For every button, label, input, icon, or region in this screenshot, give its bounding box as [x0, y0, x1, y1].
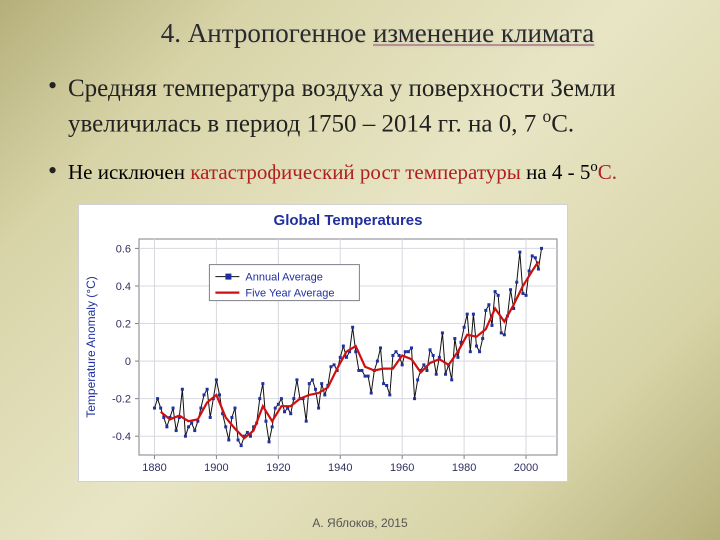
- svg-text:0.6: 0.6: [116, 243, 131, 255]
- bullet-2: Не исключен катастрофический рост темпер…: [48, 158, 690, 185]
- bullet-2-pre: Не исключен: [68, 160, 190, 184]
- bullet-1: Средняя температура воздуха у поверхност…: [48, 73, 690, 140]
- svg-text:Temperature Anomaly (°C): Temperature Anomaly (°C): [84, 276, 98, 418]
- slide-title: 4. Антропогенное изменение климата: [65, 18, 690, 49]
- svg-text:0: 0: [125, 356, 131, 368]
- svg-text:1940: 1940: [328, 462, 352, 474]
- svg-text:1960: 1960: [390, 462, 414, 474]
- title-number: 4.: [161, 18, 181, 48]
- bullet-1-tail: С.: [551, 110, 574, 137]
- chart-container: 1880 1900 1920 1940 1960 1980 2000 -0.4 -0.2 0 0.2…: [78, 204, 568, 482]
- svg-text:Five Year Average: Five Year Average: [245, 287, 334, 299]
- bullet-2-red: катастрофический рост температуры: [190, 160, 526, 184]
- slide-footer: А. Яблоков, 2015: [0, 516, 720, 530]
- slide: 4. Антропогенное изменение климата Средн…: [0, 0, 720, 540]
- svg-text:Global Temperatures: Global Temperatures: [274, 212, 423, 229]
- svg-text:-0.2: -0.2: [112, 393, 131, 405]
- svg-text:-0.4: -0.4: [112, 431, 131, 443]
- svg-text:Annual Average: Annual Average: [245, 271, 322, 283]
- degree-sup-2: o: [590, 159, 597, 175]
- title-plain: Антропогенное: [188, 18, 366, 48]
- bullet-1-text: Средняя температура воздуха у поверхност…: [68, 75, 616, 137]
- bullet-list: Средняя температура воздуха у поверхност…: [30, 73, 690, 186]
- svg-text:2000: 2000: [514, 462, 538, 474]
- title-underlined: изменение климата: [373, 18, 594, 48]
- svg-text:0.2: 0.2: [116, 318, 131, 330]
- bullet-2-tail: С.: [598, 160, 617, 184]
- degree-sup: o: [542, 106, 551, 126]
- temperature-chart: 1880 1900 1920 1940 1960 1980 2000 -0.4 -0.2 0 0.2…: [79, 205, 569, 483]
- svg-text:1900: 1900: [204, 462, 228, 474]
- svg-text:1880: 1880: [142, 462, 166, 474]
- bullet-2-mid: на 4 - 5: [526, 160, 590, 184]
- svg-text:1920: 1920: [266, 462, 290, 474]
- svg-text:0.4: 0.4: [116, 281, 131, 293]
- svg-text:1980: 1980: [452, 462, 476, 474]
